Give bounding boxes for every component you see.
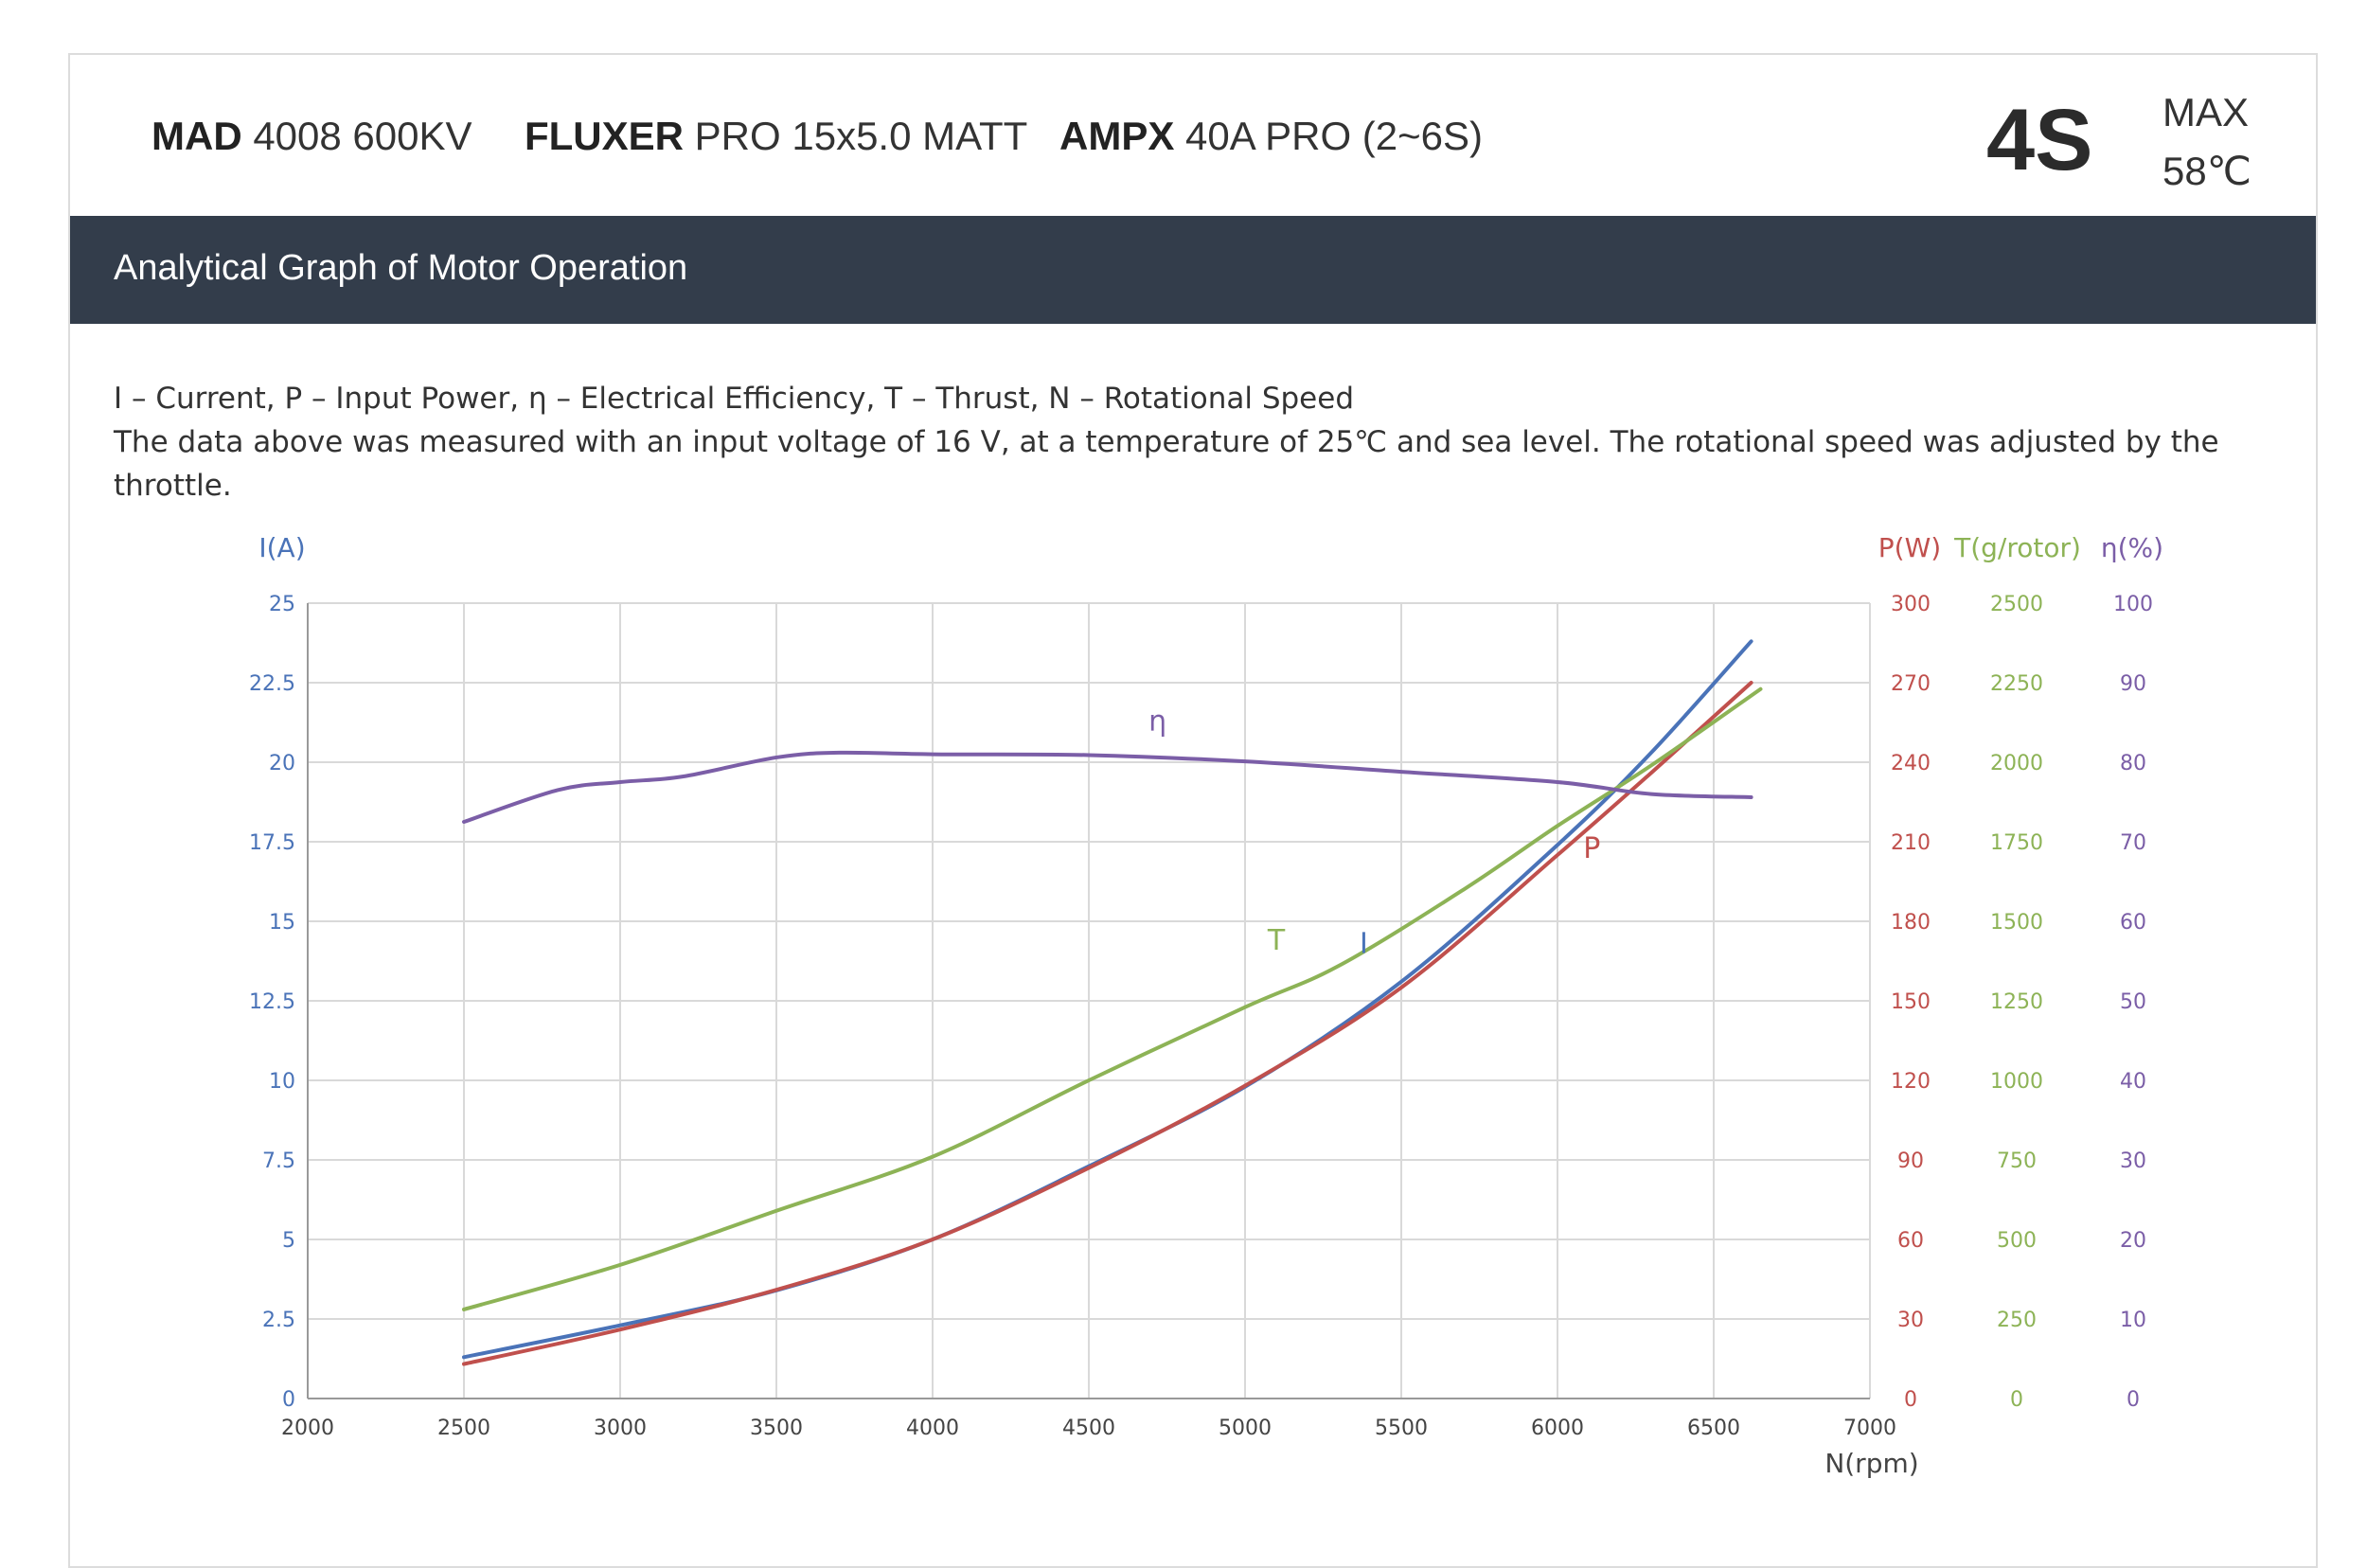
thrust-axis-title: T(g/rotor) (1953, 532, 2081, 563)
motor-model: 4008 600KV (253, 114, 472, 158)
thrust-tick-label: 750 (1997, 1149, 2037, 1173)
propeller-name: FLUXER PRO 15x5.0 MATT (525, 114, 1027, 159)
current-tick-label: 2.5 (262, 1309, 295, 1332)
section-band: Analytical Graph of Motor Operation (70, 216, 2316, 324)
power-tick-label: 270 (1891, 672, 1931, 696)
current-tick-label: 22.5 (249, 672, 295, 696)
efficiency-tick-label: 60 (2120, 911, 2146, 935)
efficiency-axis-title: η(%) (2101, 532, 2163, 563)
power-tick-label: 0 (1904, 1388, 1917, 1412)
motor-name: MAD 4008 600KV (151, 114, 472, 159)
curve-label-current: I (1360, 928, 1368, 961)
current-tick-label: 10 (269, 1070, 295, 1094)
curve-label-thrust: T (1267, 924, 1286, 957)
cell-count: 4S (1986, 92, 2093, 188)
efficiency-tick-label: 10 (2120, 1309, 2146, 1332)
esc-brand: AMPX (1059, 114, 1175, 158)
chart-series (462, 639, 1763, 1366)
spec-header: MAD 4008 600KV FLUXER PRO 15x5.0 MATT AM… (70, 55, 2316, 216)
power-tick-label: 60 (1897, 1229, 1924, 1253)
efficiency-tick-label: 80 (2120, 752, 2146, 775)
x-axis-title: N(rpm) (1824, 1448, 1918, 1479)
max-temp-value: 58℃ (2162, 149, 2251, 193)
x-tick-label: 7000 (1843, 1417, 1896, 1440)
thrust-tick-label: 0 (2010, 1388, 2023, 1412)
power-tick-label: 300 (1891, 593, 1931, 616)
chart-grid (307, 602, 1871, 1399)
thrust-tick-label: 2000 (1990, 752, 2043, 775)
efficiency-tick-label: 90 (2120, 672, 2146, 696)
efficiency-tick-label: 70 (2120, 831, 2146, 855)
max-temperature: MAX 58℃ (2162, 83, 2251, 201)
power-tick-label: 30 (1897, 1309, 1924, 1332)
chart-notes: I – Current, P – Input Power, η – Electr… (114, 377, 2316, 508)
propeller-brand: FLUXER (525, 114, 684, 158)
curve-label-power: P (1583, 832, 1600, 865)
x-tick-label: 4000 (906, 1417, 959, 1440)
current-tick-label: 15 (269, 911, 295, 935)
efficiency-tick-label: 0 (2127, 1388, 2140, 1412)
power-tick-label: 240 (1891, 752, 1931, 775)
thrust-tick-label: 500 (1997, 1229, 2037, 1253)
max-label: MAX (2162, 90, 2250, 134)
x-tick-label: 5500 (1375, 1417, 1428, 1440)
x-tick-label: 6500 (1687, 1417, 1740, 1440)
power-tick-label: 120 (1891, 1070, 1931, 1094)
series-line-thrust (462, 686, 1763, 1311)
x-tick-label: 2000 (281, 1417, 334, 1440)
power-tick-label: 150 (1891, 990, 1931, 1014)
series-line-power (462, 681, 1753, 1366)
current-tick-label: 0 (282, 1388, 295, 1412)
current-tick-label: 7.5 (262, 1149, 295, 1173)
efficiency-tick-label: 20 (2120, 1229, 2146, 1253)
thrust-tick-label: 1250 (1990, 990, 2043, 1014)
esc-name: AMPX 40A PRO (2~6S) (1059, 114, 1483, 159)
section-title: Analytical Graph of Motor Operation (114, 248, 688, 288)
efficiency-tick-label: 50 (2120, 990, 2146, 1014)
thrust-tick-label: 250 (1997, 1309, 2037, 1332)
current-tick-label: 5 (282, 1229, 295, 1253)
x-tick-label: 3500 (750, 1417, 803, 1440)
chart-axes: 2000 2500 3000 3500 4000 4500 5000 5500 6000 6500… (249, 532, 2163, 1479)
current-axis-title: I(A) (258, 532, 305, 563)
efficiency-tick-label: 30 (2120, 1149, 2146, 1173)
series-line-efficiency (462, 750, 1753, 824)
x-tick-label: 3000 (594, 1417, 647, 1440)
x-tick-label: 4500 (1062, 1417, 1115, 1440)
current-tick-label: 20 (269, 752, 295, 775)
curve-label-efficiency: η (1148, 704, 1166, 738)
thrust-tick-label: 2250 (1990, 672, 2043, 696)
x-tick-label: 5000 (1219, 1417, 1272, 1440)
thrust-tick-label: 1750 (1990, 831, 2043, 855)
thrust-tick-label: 1000 (1990, 1070, 2043, 1094)
motor-brand: MAD (151, 114, 242, 158)
x-tick-label: 2500 (437, 1417, 490, 1440)
esc-model: 40A PRO (2~6S) (1185, 114, 1484, 158)
motor-spec-card: MAD 4008 600KV FLUXER PRO 15x5.0 MATT AM… (68, 53, 2318, 1568)
efficiency-tick-label: 100 (2113, 593, 2153, 616)
efficiency-tick-label: 40 (2120, 1070, 2146, 1094)
power-axis-title: P(W) (1878, 532, 1941, 563)
power-tick-label: 210 (1891, 831, 1931, 855)
current-tick-label: 25 (269, 593, 295, 616)
chart-curve-labels: η T I P (1148, 704, 1600, 960)
thrust-tick-label: 1500 (1990, 911, 2043, 935)
current-tick-label: 17.5 (249, 831, 295, 855)
propeller-model: PRO 15x5.0 MATT (694, 114, 1028, 158)
measurement-note: The data above was measured with an inpu… (114, 425, 2219, 503)
current-tick-label: 12.5 (249, 990, 295, 1014)
abbreviation-note: I – Current, P – Input Power, η – Electr… (114, 382, 1354, 416)
power-tick-label: 90 (1897, 1149, 1924, 1173)
power-tick-label: 180 (1891, 911, 1931, 935)
x-tick-label: 6000 (1531, 1417, 1584, 1440)
thrust-tick-label: 2500 (1990, 593, 2043, 616)
